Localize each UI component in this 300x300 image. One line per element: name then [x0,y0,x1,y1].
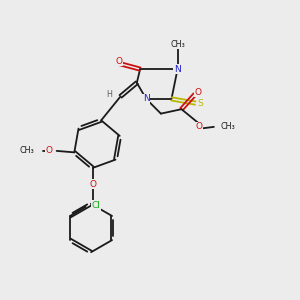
Text: O: O [195,88,202,97]
Text: O: O [115,56,122,65]
Text: H: H [106,90,112,99]
Text: S: S [198,99,203,108]
Text: N: N [143,94,149,103]
Text: N: N [174,64,181,74]
Text: Cl: Cl [92,201,100,210]
Text: CH₃: CH₃ [20,146,34,155]
Text: CH₃: CH₃ [170,40,185,49]
Text: O: O [196,122,203,131]
Text: O: O [45,146,52,155]
Text: O: O [89,180,96,189]
Text: CH₃: CH₃ [220,122,235,131]
